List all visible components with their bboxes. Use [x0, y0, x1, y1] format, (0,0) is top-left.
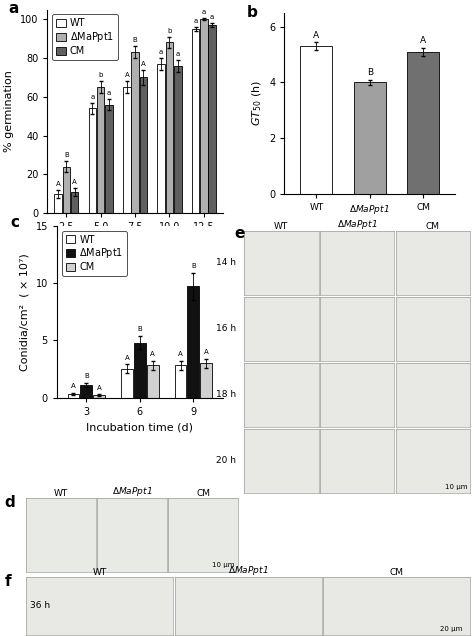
Bar	[93, 395, 105, 398]
Title: CM: CM	[390, 568, 404, 577]
Text: A: A	[204, 349, 209, 355]
Text: a: a	[175, 51, 180, 57]
Text: e: e	[235, 226, 245, 241]
Text: a: a	[202, 10, 206, 15]
Bar	[97, 87, 104, 213]
Title: $\Delta$MaPpt1: $\Delta$MaPpt1	[112, 485, 152, 498]
Text: 10 μm: 10 μm	[446, 484, 468, 490]
Title: WT: WT	[54, 489, 68, 498]
Legend: WT, $\Delta$MaPpt1, CM: WT, $\Delta$MaPpt1, CM	[52, 15, 118, 60]
Bar	[192, 29, 200, 213]
Bar	[166, 43, 173, 213]
Text: 10 μm: 10 μm	[212, 562, 235, 568]
Text: a: a	[9, 1, 19, 17]
Title: CM: CM	[196, 489, 210, 498]
Bar	[187, 286, 199, 398]
Text: A: A	[150, 352, 155, 357]
Y-axis label: Conidia/cm²  ( × 10⁷): Conidia/cm² ( × 10⁷)	[20, 252, 30, 371]
Text: B: B	[133, 38, 137, 43]
Bar	[121, 369, 133, 398]
Text: b: b	[167, 28, 172, 34]
Bar	[407, 52, 439, 194]
Text: b: b	[247, 6, 258, 20]
Text: c: c	[10, 216, 19, 230]
Text: B: B	[367, 69, 373, 78]
Bar	[139, 78, 147, 213]
Text: a: a	[193, 18, 198, 24]
Text: A: A	[125, 73, 129, 78]
Bar	[55, 194, 62, 213]
Text: A: A	[420, 36, 426, 45]
Text: B: B	[64, 152, 69, 158]
Text: A: A	[72, 179, 77, 185]
Text: 20 μm: 20 μm	[440, 626, 463, 632]
Bar	[105, 104, 113, 213]
Bar	[157, 64, 165, 213]
X-axis label: Incubation time (d): Incubation time (d)	[86, 422, 193, 432]
Bar	[200, 19, 208, 213]
Text: B: B	[84, 373, 89, 379]
Bar	[301, 46, 332, 194]
Bar	[147, 366, 159, 398]
Text: A: A	[55, 181, 61, 187]
Bar	[81, 385, 92, 398]
Bar	[174, 366, 186, 398]
Text: B: B	[191, 263, 196, 269]
Text: 20 h: 20 h	[216, 457, 236, 466]
Bar	[63, 167, 70, 213]
Text: a: a	[210, 14, 214, 20]
Text: d: d	[5, 495, 16, 510]
Text: A: A	[71, 384, 76, 389]
Text: A: A	[313, 31, 319, 40]
Text: A: A	[125, 355, 129, 361]
Title: $\Delta$MaPpt1: $\Delta$MaPpt1	[228, 564, 268, 577]
Title: CM: CM	[426, 222, 440, 231]
Bar	[131, 52, 139, 213]
Y-axis label: $GT_{50}$ (h): $GT_{50}$ (h)	[250, 80, 264, 127]
Y-axis label: % germination: % germination	[4, 71, 14, 152]
Title: WT: WT	[274, 222, 289, 231]
Text: B: B	[137, 326, 142, 332]
Legend: WT, $\Delta$MaPpt1, CM: WT, $\Delta$MaPpt1, CM	[62, 231, 128, 276]
Title: WT: WT	[92, 568, 107, 577]
Text: 16 h: 16 h	[216, 324, 236, 333]
Bar	[174, 66, 182, 213]
Text: 18 h: 18 h	[216, 391, 236, 399]
Bar	[123, 87, 131, 213]
Bar	[354, 83, 386, 194]
Text: a: a	[91, 93, 95, 100]
Text: b: b	[99, 73, 103, 78]
Text: f: f	[5, 574, 11, 590]
Text: 36 h: 36 h	[30, 601, 51, 611]
Bar	[89, 108, 96, 213]
Bar	[209, 25, 216, 213]
Text: 14 h: 14 h	[216, 258, 236, 267]
Bar	[201, 363, 212, 398]
Bar	[68, 394, 79, 398]
Text: a: a	[159, 49, 164, 55]
Text: A: A	[141, 60, 146, 67]
Title: $\Delta$MaPpt1: $\Delta$MaPpt1	[337, 218, 377, 231]
Bar	[71, 191, 78, 213]
Text: A: A	[178, 352, 183, 357]
Bar	[134, 343, 146, 398]
Text: a: a	[107, 90, 111, 96]
Text: A: A	[97, 385, 101, 391]
X-axis label: Incubation time (h): Incubation time (h)	[82, 238, 189, 247]
